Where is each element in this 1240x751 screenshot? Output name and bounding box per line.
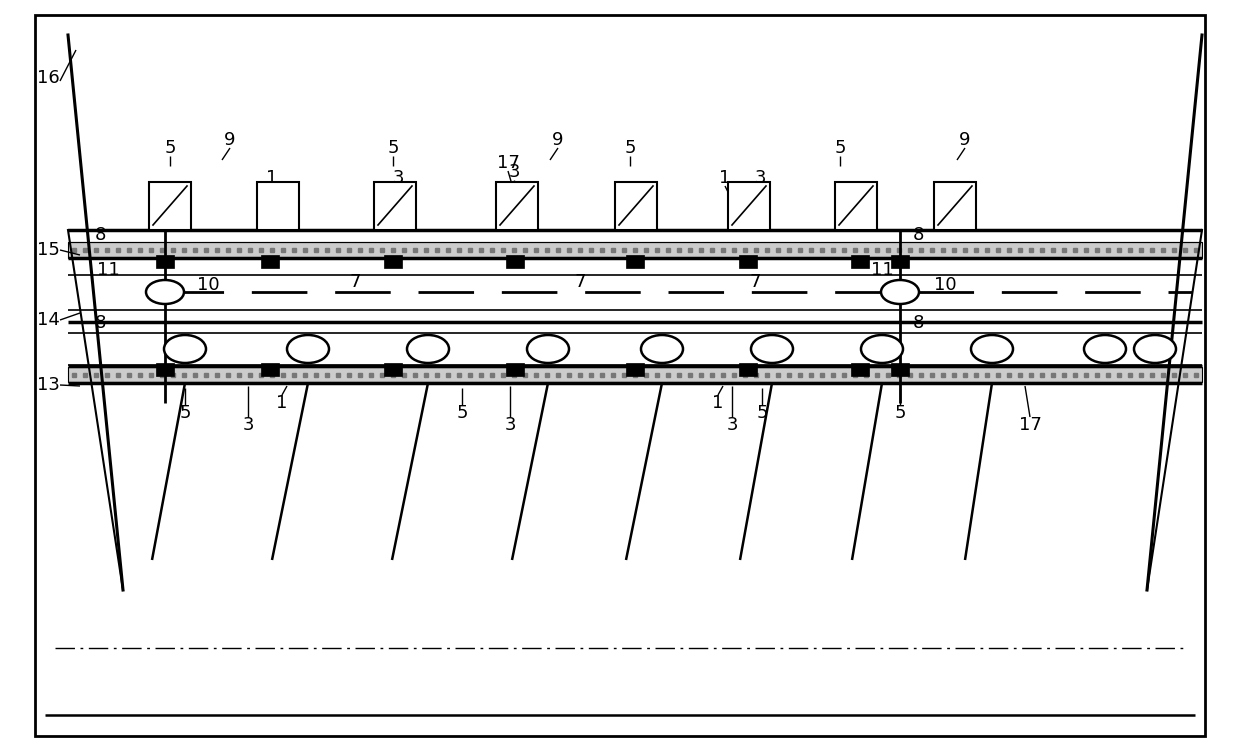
Text: 7: 7: [350, 273, 361, 291]
Ellipse shape: [971, 335, 1013, 363]
Ellipse shape: [880, 280, 919, 304]
Bar: [506, 363, 525, 376]
Text: 13: 13: [36, 376, 60, 394]
Text: 10: 10: [197, 276, 219, 294]
Text: 15: 15: [36, 241, 60, 259]
Text: 8: 8: [913, 314, 924, 332]
Text: 5: 5: [180, 404, 191, 422]
Text: 8: 8: [94, 314, 105, 332]
Text: 9: 9: [224, 131, 236, 149]
Text: 3: 3: [754, 169, 766, 187]
Ellipse shape: [641, 335, 683, 363]
Bar: [626, 363, 644, 376]
Text: 10: 10: [934, 276, 956, 294]
Bar: [728, 182, 770, 230]
Text: 17: 17: [1018, 416, 1042, 434]
Bar: [934, 182, 976, 230]
Bar: [739, 363, 756, 376]
Bar: [892, 255, 909, 268]
Ellipse shape: [527, 335, 569, 363]
Bar: [626, 255, 644, 268]
Text: 3: 3: [242, 416, 254, 434]
Bar: [739, 255, 756, 268]
Text: 9: 9: [552, 131, 564, 149]
Text: 1: 1: [277, 394, 288, 412]
Text: 7: 7: [574, 273, 585, 291]
Text: 17: 17: [496, 154, 520, 172]
Ellipse shape: [146, 280, 184, 304]
Text: 8: 8: [913, 226, 924, 244]
Bar: [68, 242, 1202, 258]
Ellipse shape: [861, 335, 903, 363]
Bar: [260, 363, 279, 376]
Text: 3: 3: [727, 416, 738, 434]
Text: 5: 5: [387, 139, 399, 157]
Text: 1: 1: [267, 169, 278, 187]
Text: 5: 5: [456, 404, 467, 422]
Bar: [260, 255, 279, 268]
Bar: [374, 182, 415, 230]
Text: 14: 14: [36, 311, 60, 329]
Text: 5: 5: [624, 139, 636, 157]
Text: 8: 8: [94, 226, 105, 244]
Text: 11: 11: [870, 261, 893, 279]
Text: 3: 3: [508, 163, 520, 181]
Text: 9: 9: [960, 131, 971, 149]
Text: 11: 11: [97, 261, 119, 279]
Ellipse shape: [164, 335, 206, 363]
Ellipse shape: [1084, 335, 1126, 363]
Bar: [835, 182, 877, 230]
Text: 5: 5: [164, 139, 176, 157]
Text: 7: 7: [749, 273, 761, 291]
Bar: [257, 182, 299, 230]
Text: 3: 3: [505, 416, 516, 434]
Bar: [851, 255, 869, 268]
Bar: [892, 363, 909, 376]
Text: 1: 1: [719, 169, 730, 187]
Bar: [851, 363, 869, 376]
Ellipse shape: [407, 335, 449, 363]
Bar: [384, 255, 402, 268]
Bar: [496, 182, 538, 230]
Text: 3: 3: [392, 169, 404, 187]
Text: 16: 16: [37, 69, 60, 87]
Bar: [615, 182, 657, 230]
Bar: [384, 363, 402, 376]
Bar: [156, 255, 174, 268]
Ellipse shape: [751, 335, 794, 363]
Bar: [156, 363, 174, 376]
Text: 5: 5: [835, 139, 846, 157]
Bar: [149, 182, 191, 230]
Text: 1: 1: [712, 394, 724, 412]
Bar: [68, 367, 1202, 382]
Text: 5: 5: [894, 404, 905, 422]
Ellipse shape: [286, 335, 329, 363]
Text: 5: 5: [756, 404, 768, 422]
Ellipse shape: [1135, 335, 1176, 363]
Bar: [506, 255, 525, 268]
